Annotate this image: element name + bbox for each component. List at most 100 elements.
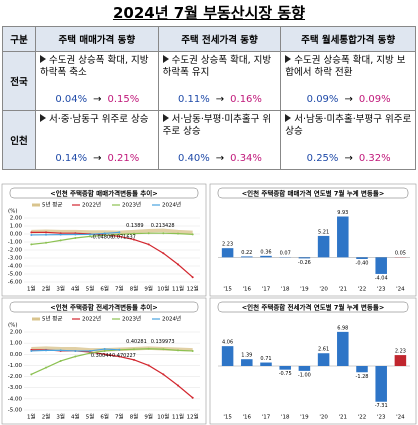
y-tick-label: -2.00 (8, 374, 23, 380)
x-tick-label: 2월 (42, 413, 51, 421)
chart-panel: <인천 주택종합 매매가격변동률 추이> 1월 2월 3월 4월 5월 6월 7월 8월 9월 10… (1, 183, 207, 297)
bar (337, 331, 349, 366)
series-point (103, 234, 106, 237)
x-tick-label: '21 (339, 415, 348, 421)
x-tick-label: 2월 (42, 285, 51, 293)
cell: 서·남동·부평·미추홀구 위주로 상승 0.40% → 0.34% (157, 110, 282, 170)
x-tick-label: '15 (223, 287, 232, 293)
bar (317, 235, 330, 258)
series-point (74, 237, 77, 239)
bar (221, 248, 234, 258)
x-tick-label: '24 (396, 415, 405, 421)
x-tick-label: '16 (243, 415, 252, 421)
from-value: 0.11% (177, 94, 210, 105)
series-point (103, 353, 106, 356)
x-tick-label: '18 (281, 287, 290, 293)
bullet (40, 114, 46, 122)
arrow: → (215, 153, 225, 164)
series-point (177, 349, 179, 352)
chart-panel: <인천 주택종합 전세가격 연도별 7월 누계 변동률> '15 '16 '17 '18… (209, 297, 417, 425)
x-tick-label: 11월 (172, 285, 184, 293)
bullet (162, 114, 169, 122)
x-tick-label: 1월 (27, 285, 36, 293)
series-point (133, 358, 135, 361)
change: 0.09% → 0.09% (285, 89, 412, 110)
table-row: 전국 수도권 상승폭 확대, 지방 하락폭 축소 0.04% → 0.15% 수도권 상승… (2, 51, 416, 111)
table-row: 인천 서·중·남동구 위주로 상승 0.14% → 0.21% 서·남동·부평·미추홀구 … (2, 110, 416, 170)
series-point (30, 231, 33, 234)
series-point (147, 243, 150, 246)
value-label: -1.28 (356, 374, 369, 380)
arrow: → (344, 94, 353, 105)
series-point (118, 235, 121, 238)
value-label: 2.23 (395, 349, 406, 355)
bar (375, 366, 387, 402)
y-tick-label: 0.00 (10, 232, 23, 238)
x-tick-label: 11월 (172, 413, 184, 421)
series-point (45, 366, 47, 369)
series-point (191, 349, 194, 352)
from-value: 0.14% (55, 153, 88, 164)
series-point (30, 349, 33, 352)
legend-label: 2024년 (162, 315, 181, 323)
x-tick-label: '24 (396, 287, 405, 293)
x-tick-label: 10월 (157, 413, 169, 421)
desc-text: 수도권 상승폭 확대, 지방 하락폭 축소 (40, 55, 149, 78)
series-point (118, 231, 121, 234)
x-tick-label: 12월 (187, 413, 199, 421)
row-label: 전국 (2, 51, 36, 111)
value-label: 0.36 (260, 249, 271, 255)
series-point (103, 232, 106, 235)
page-title: 2024년 7월 부동산시장 동향 (112, 4, 306, 22)
x-tick-label: '16 (243, 287, 252, 293)
bar (221, 346, 234, 366)
series-point (30, 373, 33, 376)
header-cell: 주택 매매가격 동향 (35, 26, 159, 52)
chart-title: <인천 주택종합 매매가격변동률 추이> (50, 189, 157, 198)
series-point (177, 263, 179, 266)
series-point (162, 232, 165, 235)
cell: 수도권 상승폭 확대, 지방 보합에서 하락 전환 0.09% → 0.09% (280, 51, 416, 111)
chart-panel: <인천 주택종합 매매가격 연도별 7월 누계 변동률> '15 '16 '17 '18… (209, 183, 417, 297)
series-point (59, 359, 62, 362)
bar (260, 255, 272, 258)
x-tick-label: 4월 (71, 413, 80, 421)
series-point (59, 233, 62, 236)
to-value: 0.21% (107, 153, 140, 164)
y-tick-label: 0.00 (10, 352, 23, 358)
from-value: 0.40% (177, 153, 210, 164)
series-point (89, 352, 91, 355)
to-value: 0.32% (358, 153, 391, 164)
y-tick-label: -5.00 (8, 408, 23, 414)
annotation: -0.04806 (91, 235, 113, 241)
x-tick-label: '17 (262, 287, 271, 293)
header-cell: 주택 월세통합가격 동향 (280, 26, 416, 52)
series-line (31, 231, 194, 278)
desc-text: 서·중·남동구 위주로 상승 (49, 114, 149, 125)
bar (317, 353, 330, 366)
series-point (74, 355, 77, 358)
bullet (285, 55, 292, 63)
series-point (30, 243, 33, 246)
annotation: 0.139973 (151, 339, 175, 345)
chart-title: <인천 주택종합 매매가격 연도별 7월 누계 변동률> (242, 189, 385, 198)
value-label: 6.98 (337, 325, 348, 331)
series-point (103, 348, 106, 351)
summary-table: 구분 주택 매매가격 동향 주택 전세가격 동향 주택 월세통합가격 동향 전국 수도권… (2, 26, 416, 170)
x-tick-label: '23 (377, 287, 386, 293)
series-point (45, 231, 47, 234)
bar (337, 216, 349, 258)
series-point (45, 233, 47, 236)
x-tick-label: '23 (377, 415, 386, 421)
annotation: 0.470227 (112, 353, 136, 359)
chart-panel: <인천 주택종합 전세가격변동률 추이> 1월 2월 3월 4월 5월 6월 7월 8월 9월 10… (1, 297, 207, 425)
bar (260, 362, 272, 366)
x-tick-label: 3월 (56, 413, 65, 421)
x-tick-label: '19 (300, 415, 309, 421)
x-tick-label: '22 (358, 287, 367, 293)
to-value: 0.34% (230, 153, 262, 164)
legend-label: 2022년 (82, 201, 101, 209)
x-tick-label: 7월 (115, 413, 124, 421)
title-box (9, 187, 199, 199)
bar (356, 366, 368, 373)
